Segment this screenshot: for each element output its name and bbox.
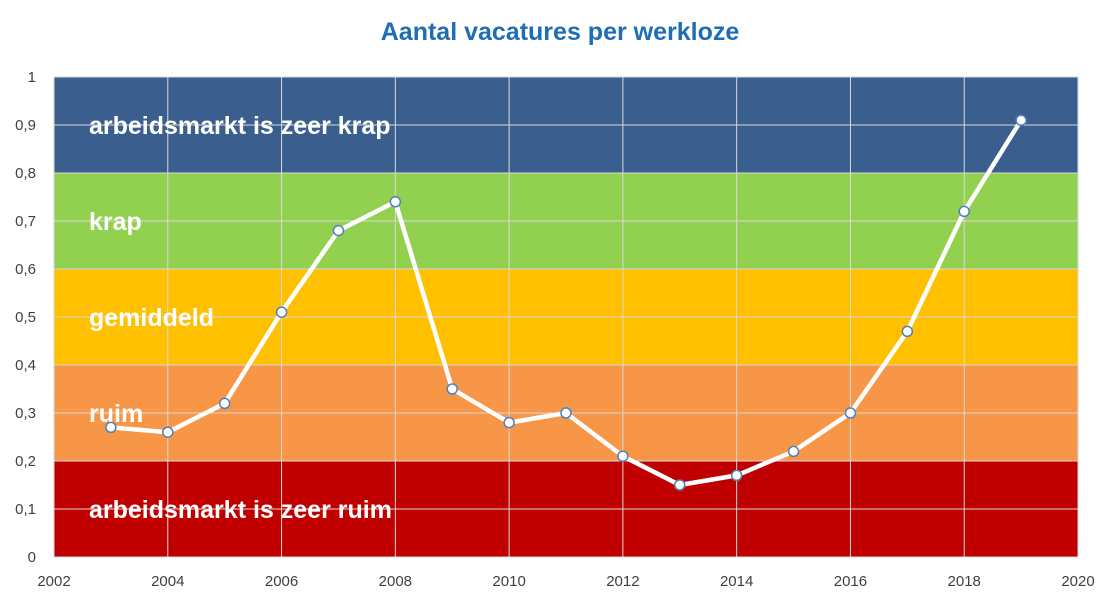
data-point — [560, 407, 572, 419]
data-point — [446, 383, 458, 395]
x-tick-label: 2006 — [265, 573, 298, 590]
y-tick-label: 0 — [28, 549, 36, 566]
y-tick-label: 1 — [28, 69, 36, 86]
data-point — [503, 416, 515, 429]
y-tick-label: 0,2 — [15, 453, 36, 470]
x-tick-label: 2014 — [720, 573, 753, 590]
y-tick-label: 0,6 — [15, 261, 36, 278]
band-label: krap — [89, 208, 142, 236]
x-tick-label: 2008 — [379, 573, 412, 590]
data-point — [389, 196, 402, 208]
data-point — [958, 205, 970, 218]
data-point — [730, 469, 743, 482]
data-point — [787, 445, 800, 458]
x-tick-label: 2010 — [492, 573, 525, 590]
band-label-layer: arbeidsmarkt is zeer krap krap gemiddeld ru… — [89, 112, 392, 524]
data-point — [617, 450, 629, 462]
data-point — [674, 479, 686, 491]
y-tick-label: 0,8 — [15, 165, 36, 182]
axis-layer: 0 0,1 0,2 0,3 0,4 0,5 0,6 0,7 0,8 0,9 1 2002 2004 200… — [15, 69, 1095, 590]
band-label: gemiddeld — [89, 304, 214, 332]
y-tick-label: 0,5 — [15, 309, 36, 326]
y-tick-label: 0,1 — [15, 501, 36, 518]
x-tick-label: 2004 — [151, 573, 184, 590]
chart-title: Aantal vacatures per werkloze — [380, 18, 740, 46]
y-tick-label: 0,9 — [15, 117, 36, 134]
y-tick-label: 0,3 — [15, 405, 36, 422]
x-tick-label: 2020 — [1061, 573, 1094, 590]
x-tick-label: 2018 — [948, 573, 981, 590]
data-point — [1015, 114, 1027, 126]
y-tick-label: 0,4 — [15, 357, 36, 374]
grid-layer — [53, 76, 1079, 558]
band-label: arbeidsmarkt is zeer ruim — [89, 496, 392, 524]
data-point — [218, 397, 231, 410]
data-point — [275, 306, 288, 318]
data-point — [332, 224, 345, 237]
x-tick-label: 2016 — [834, 573, 867, 590]
data-point — [105, 421, 117, 434]
band-label: arbeidsmarkt is zeer krap — [89, 112, 391, 140]
data-point — [162, 426, 174, 438]
data-point — [901, 325, 914, 338]
band-label: ruim — [89, 400, 143, 428]
y-tick-label: 0,7 — [15, 213, 36, 230]
x-tick-label: 2012 — [606, 573, 639, 590]
series-layer — [105, 114, 1027, 491]
x-tick-label: 2002 — [37, 573, 70, 590]
data-point — [844, 407, 857, 419]
